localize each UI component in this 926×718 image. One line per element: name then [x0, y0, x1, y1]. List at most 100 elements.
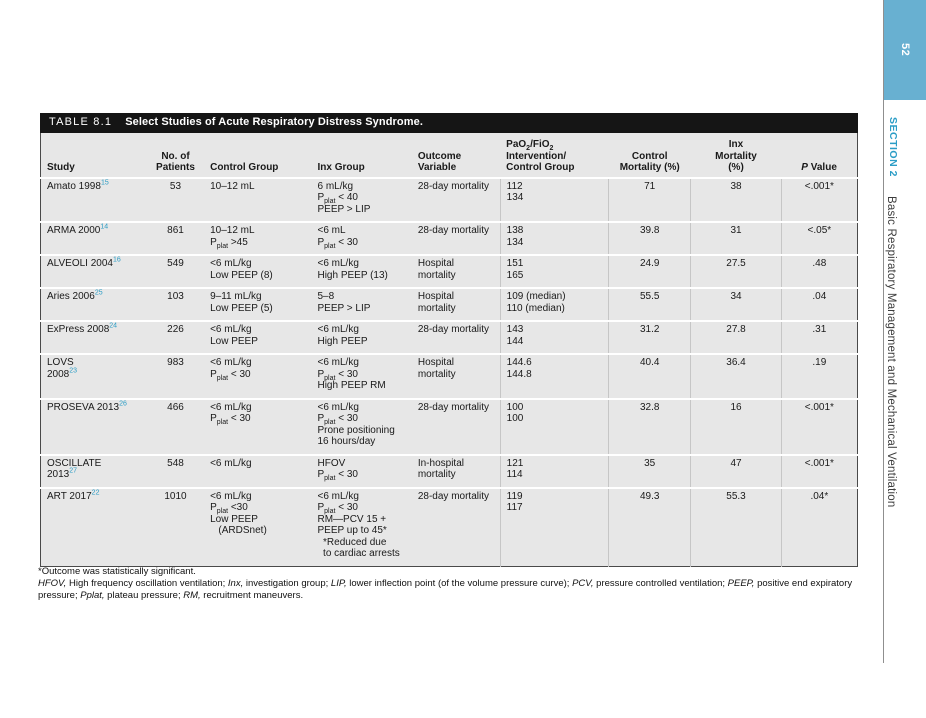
cell-control-mortality: 49.3 — [608, 486, 691, 566]
column-header: No. of Patients — [146, 133, 205, 178]
table-title-bar: TABLE 8.1 Select Studies of Acute Respira… — [40, 113, 858, 133]
cell-p-value: .19 — [780, 353, 858, 399]
cell-study: Aries 200625 — [40, 287, 147, 321]
cell-control: 10–12 mL — [204, 176, 312, 222]
table-row: OSCILLATE 201327 548 <6 mL/kg HFOV Pplat < 30… — [40, 453, 858, 488]
cell-study: Amato 199815 — [40, 176, 147, 222]
study-table-section: TABLE 8.1 Select Studies of Acute Respira… — [40, 113, 858, 567]
footnote-significance: *Outcome was statistically significant. — [38, 566, 196, 577]
cell-control: 10–12 mL Pplat >45 — [204, 221, 312, 255]
cell-p-value: .31 — [780, 320, 858, 354]
cell-patients: 103 — [146, 287, 205, 321]
cell-inx: <6 mL/kg High PEEP — [311, 320, 412, 354]
cell-patients: 983 — [146, 353, 205, 399]
cell-study: PROSEVA 201326 — [40, 397, 147, 455]
cell-control: <6 mL/kg — [204, 453, 312, 488]
cell-pao2: 112 134 — [499, 176, 609, 222]
column-header: Study — [40, 133, 147, 178]
cell-outcome: In-hospital mortality — [411, 453, 501, 488]
cell-inx-mortality: 16 — [690, 397, 782, 455]
cell-pao2: 100 100 — [499, 397, 609, 455]
cell-inx: <6 mL/kg Pplat < 30 Prone positioning 16 ho… — [311, 397, 412, 455]
column-header: Outcome Variable — [411, 133, 501, 178]
table-row: ALVEOLI 200416 549 <6 mL/kg Low PEEP (8) <6 … — [40, 254, 858, 288]
cell-control-mortality: 32.8 — [608, 397, 691, 455]
cell-inx: 6 mL/kg Pplat < 40 PEEP > LIP — [311, 176, 412, 222]
cell-control: <6 mL/kg Low PEEP — [204, 320, 312, 354]
cell-p-value: .48 — [780, 254, 858, 288]
cell-p-value: .04* — [780, 486, 858, 566]
page-number-tab: 52 — [884, 0, 926, 100]
column-header: PaO2/FiO2 Intervention/Control Group — [500, 133, 609, 178]
cell-control-mortality: 39.8 — [608, 221, 691, 255]
cell-outcome: 28-day mortality — [411, 486, 501, 566]
cell-inx-mortality: 55.3 — [690, 486, 782, 566]
cell-control-mortality: 71 — [608, 176, 691, 222]
cell-patients: 1010 — [146, 486, 205, 566]
cell-patients: 548 — [146, 453, 205, 488]
table-row: Aries 200625 103 9–11 mL/kg Low PEEP (5) 5–8… — [40, 287, 858, 321]
cell-outcome: 28-day mortality — [411, 320, 501, 354]
cell-inx-mortality: 31 — [690, 221, 782, 255]
table-row: PROSEVA 201326 466 <6 mL/kg Pplat < 30 <6 mL… — [40, 397, 858, 455]
cell-pao2: 143 144 — [499, 320, 609, 354]
footnote-abbreviations: HFOV, High frequency oscillation ventila… — [38, 578, 853, 601]
cell-study: ARMA 200014 — [40, 221, 147, 255]
cell-p-value: <.001* — [780, 176, 858, 222]
section-title: Basic Respiratory Management and Mechani… — [885, 196, 897, 508]
cell-control-mortality: 55.5 — [608, 287, 691, 321]
cell-outcome: 28-day mortality — [411, 176, 501, 222]
cell-outcome: Hospital mortality — [411, 254, 501, 288]
cell-study: ART 201722 — [40, 486, 147, 566]
cell-p-value: <.001* — [780, 397, 858, 455]
cell-patients: 53 — [146, 176, 205, 222]
cell-study: LOVS 200823 — [40, 353, 147, 399]
cell-pao2: 109 (median) 110 (median) — [499, 287, 609, 321]
cell-inx: HFOV Pplat < 30 — [311, 453, 412, 488]
cell-control-mortality: 35 — [608, 453, 691, 488]
table-row: ARMA 200014 861 10–12 mL Pplat >45 <6 mL Ppla… — [40, 221, 858, 255]
cell-outcome: Hospital mortality — [411, 287, 501, 321]
table-row: ART 201722 1010 <6 mL/kg Pplat <30 Low PEEP … — [40, 486, 858, 566]
cell-pao2: 119 117 — [499, 486, 609, 566]
cell-outcome: 28-day mortality — [411, 221, 501, 255]
studies-table: Study No. of Patients Control Group Inx Grou… — [40, 133, 858, 567]
column-header: Control Group — [204, 133, 312, 178]
cell-control-mortality: 24.9 — [608, 254, 691, 288]
cell-study: ALVEOLI 200416 — [40, 254, 147, 288]
cell-pao2: 138 134 — [499, 221, 609, 255]
cell-inx-mortality: 27.8 — [690, 320, 782, 354]
table-header-row: Study No. of Patients Control Group Inx Grou… — [40, 133, 858, 178]
table-footnotes: *Outcome was statistically significant. H… — [38, 566, 862, 602]
sidebar-divider — [883, 0, 884, 663]
cell-control: <6 mL/kg Pplat < 30 — [204, 397, 312, 455]
cell-inx: <6 mL Pplat < 30 — [311, 221, 412, 255]
table-title: Select Studies of Acute Respiratory Dist… — [125, 116, 423, 128]
cell-patients: 861 — [146, 221, 205, 255]
cell-inx: 5–8 PEEP > LIP — [311, 287, 412, 321]
cell-control: 9–11 mL/kg Low PEEP (5) — [204, 287, 312, 321]
table-label: TABLE 8.1 — [49, 116, 113, 128]
cell-p-value: <.05* — [780, 221, 858, 255]
section-label: SECTION 2 — [887, 117, 899, 177]
cell-inx-mortality: 34 — [690, 287, 782, 321]
cell-inx-mortality: 36.4 — [690, 353, 782, 399]
cell-outcome: 28-day mortality — [411, 397, 501, 455]
cell-outcome: Hospital mortality — [411, 353, 501, 399]
cell-study: OSCILLATE 201327 — [40, 453, 147, 488]
cell-control-mortality: 31.2 — [608, 320, 691, 354]
page-number: 52 — [899, 43, 911, 57]
cell-inx: <6 mL/kg High PEEP (13) — [311, 254, 412, 288]
cell-control: <6 mL/kg Pplat < 30 — [204, 353, 312, 399]
cell-inx-mortality: 47 — [690, 453, 782, 488]
table-row: LOVS 200823 983 <6 mL/kg Pplat < 30 <6 mL/kg P… — [40, 353, 858, 399]
column-header: P Value — [781, 133, 858, 178]
cell-inx-mortality: 38 — [690, 176, 782, 222]
cell-patients: 226 — [146, 320, 205, 354]
table-row: Amato 199815 53 10–12 mL 6 mL/kg Pplat < 40 P… — [40, 176, 858, 222]
cell-control-mortality: 40.4 — [608, 353, 691, 399]
cell-inx: <6 mL/kg Pplat < 30 RM—PCV 15 + PEEP up to … — [311, 486, 412, 566]
cell-study: ExPress 200824 — [40, 320, 147, 354]
cell-pao2: 144.6 144.8 — [499, 353, 609, 399]
cell-pao2: 151 165 — [499, 254, 609, 288]
